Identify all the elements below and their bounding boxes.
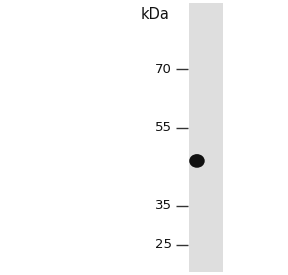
Text: 25: 25 — [155, 238, 172, 251]
Text: kDa: kDa — [141, 7, 169, 22]
Text: 35: 35 — [155, 199, 172, 212]
Bar — [189, 3, 223, 272]
Ellipse shape — [189, 154, 205, 168]
Text: 55: 55 — [155, 121, 172, 134]
Text: 70: 70 — [155, 63, 172, 76]
